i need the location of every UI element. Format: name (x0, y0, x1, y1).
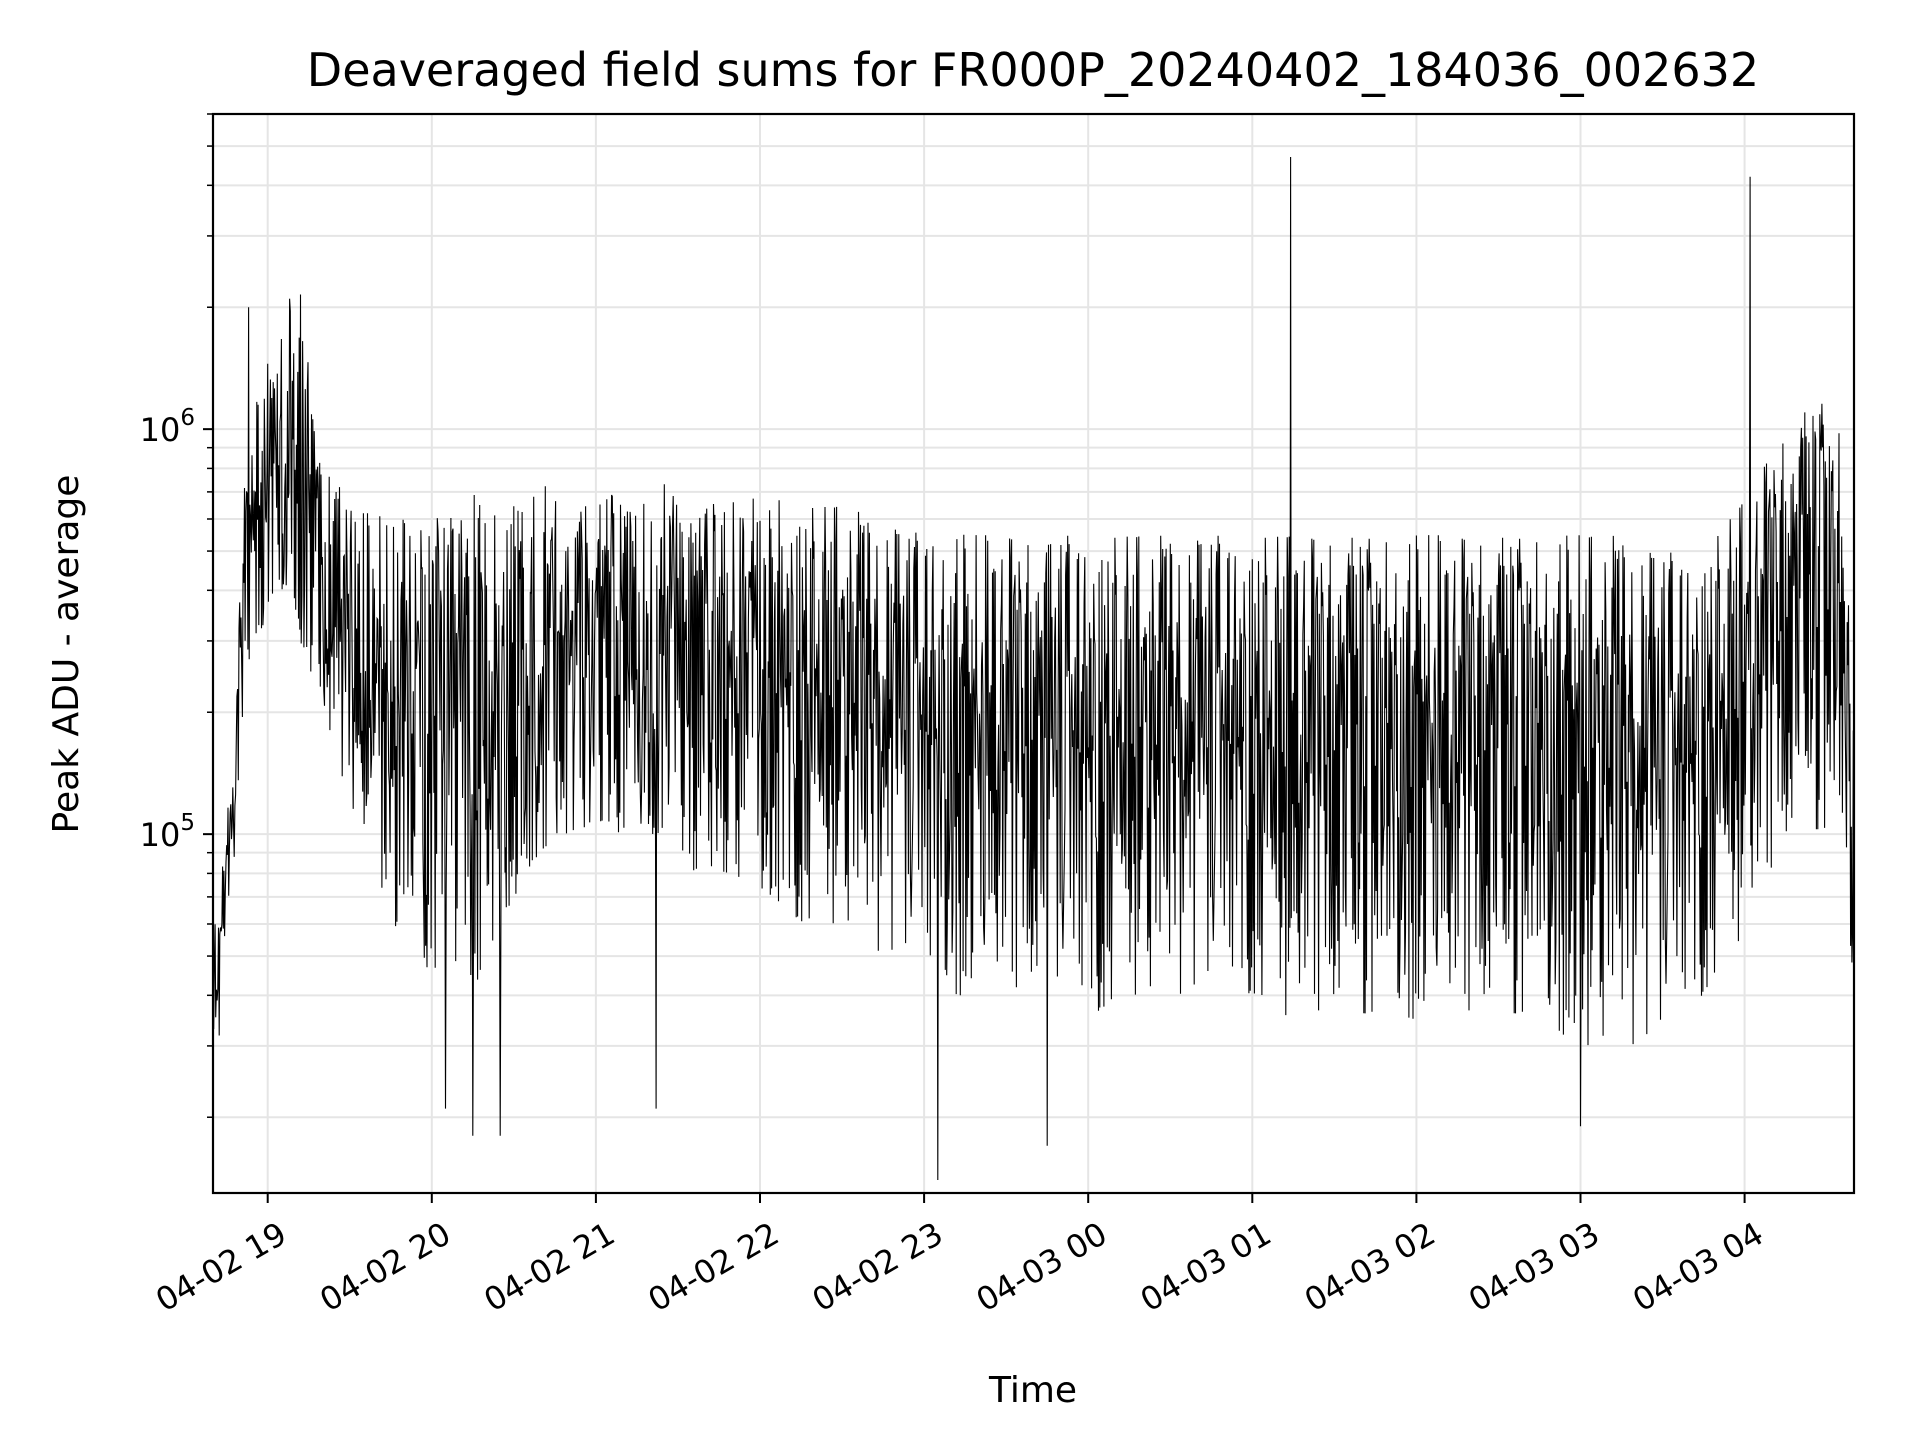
x-tick-label: 04-03 04 (1626, 1214, 1770, 1319)
x-tick-label: 04-03 01 (1134, 1214, 1278, 1319)
y-tick-label: 106 (140, 405, 195, 449)
y-tick-label: 105 (140, 810, 195, 854)
x-tick-label: 04-02 19 (149, 1214, 293, 1319)
x-axis-label: Time (988, 1370, 1077, 1411)
x-tick-label: 04-02 21 (478, 1214, 622, 1319)
x-tick-label: 04-02 23 (806, 1214, 950, 1319)
plot-layer (212, 156, 1855, 1181)
series-line (212, 156, 1855, 1181)
plot-frame (211, 112, 1856, 1195)
x-tick-label: 04-03 03 (1462, 1214, 1606, 1319)
x-tick-label: 04-03 02 (1298, 1214, 1442, 1319)
x-tick-label: 04-02 20 (313, 1214, 457, 1319)
y-axis-label: Peak ADU - average (46, 475, 87, 834)
chart-title: Deaveraged field sums for FR000P_2024040… (307, 43, 1759, 97)
x-tick-label: 04-02 22 (642, 1214, 786, 1319)
x-tick-label: 04-03 00 (970, 1214, 1114, 1319)
